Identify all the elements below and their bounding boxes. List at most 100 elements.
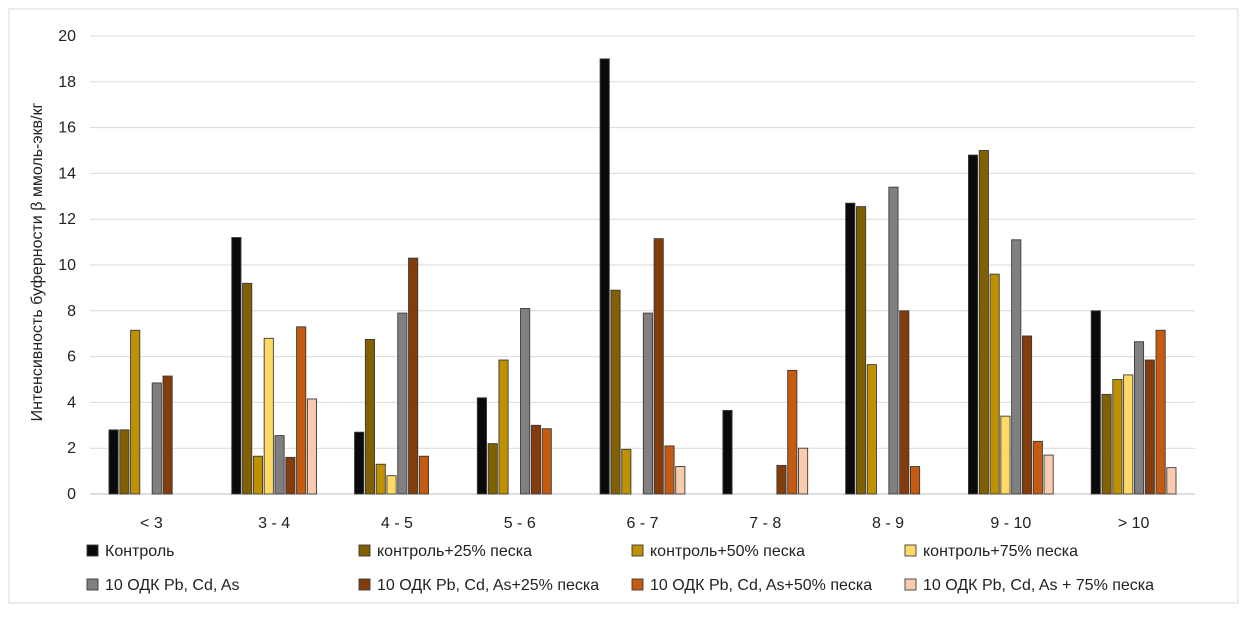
bar	[899, 310, 910, 495]
bar	[487, 443, 498, 495]
bar	[296, 326, 307, 495]
bar	[130, 329, 141, 495]
chart-border	[8, 8, 1239, 604]
bar	[1112, 379, 1123, 495]
legend-label: 10 ОДК Pb, Cd, As+25% песка	[377, 577, 599, 594]
bar	[1011, 239, 1022, 495]
bar	[498, 359, 509, 495]
y-tick-label: 8	[67, 303, 76, 320]
bar	[776, 464, 787, 495]
bar	[866, 364, 877, 495]
bar	[910, 466, 921, 495]
bar	[418, 455, 429, 495]
legend-swatch	[358, 578, 371, 591]
gridlines	[90, 35, 1195, 495]
bar	[856, 206, 867, 495]
bar	[263, 337, 274, 495]
bar	[642, 312, 653, 495]
y-tick-label: 18	[58, 74, 76, 91]
bar	[610, 289, 621, 495]
bar	[664, 445, 675, 495]
bar	[978, 150, 989, 495]
bar	[675, 466, 686, 495]
y-tick-label: 2	[67, 440, 76, 457]
y-tick-labels: 0 2 4 6 8 10 12 14 16 18 20	[58, 28, 76, 503]
legend-swatch	[86, 578, 99, 591]
bar	[108, 429, 119, 495]
legend-label: контроль+50% песка	[650, 543, 805, 560]
bar	[162, 375, 173, 495]
x-tick-label: 5 - 6	[504, 515, 536, 532]
bar	[364, 338, 375, 495]
bar	[989, 273, 1000, 495]
y-tick-label: 10	[58, 257, 76, 274]
bar	[1101, 393, 1112, 495]
bar	[151, 382, 162, 495]
bar	[476, 397, 487, 495]
y-axis-label: Интенсивность буферности β ммоль-экв/кг	[29, 103, 46, 422]
x-tick-labels: < 3 3 - 4 4 - 5 5 - 6 6 - 7 7 - 8 8 - 9 9 - 10 >…	[140, 515, 1149, 532]
bar	[274, 435, 285, 495]
y-tick-label: 12	[58, 211, 76, 228]
bar	[1133, 341, 1145, 495]
legend-swatch	[358, 544, 371, 557]
x-tick-label: 4 - 5	[381, 515, 413, 532]
bar	[967, 154, 979, 495]
y-tick-label: 16	[58, 120, 76, 137]
y-tick-label: 4	[67, 394, 76, 411]
x-tick-label: < 3	[140, 515, 163, 532]
bar	[242, 282, 253, 495]
bar	[722, 409, 733, 495]
y-tick-label: 14	[58, 165, 76, 182]
bar	[888, 186, 899, 495]
bar	[1123, 374, 1134, 495]
bar	[252, 455, 264, 495]
y-tick-label: 6	[67, 349, 76, 366]
bar	[530, 424, 541, 495]
legend-swatch	[904, 544, 917, 557]
bar	[231, 237, 242, 495]
y-tick-label: 0	[67, 486, 76, 503]
bar	[397, 312, 408, 495]
legend: Контроль контроль+25% песка контроль+50% п…	[86, 543, 1154, 594]
legend-label: Контроль	[105, 543, 175, 560]
bar	[541, 428, 552, 495]
bar	[520, 308, 531, 495]
bars	[108, 58, 1177, 495]
bar	[408, 257, 419, 495]
bar	[1032, 440, 1043, 495]
bar	[1166, 467, 1177, 495]
x-tick-label: 8 - 9	[872, 515, 904, 532]
bar	[1021, 335, 1033, 495]
bar	[306, 398, 318, 495]
bar	[1000, 415, 1011, 495]
bar	[375, 463, 386, 495]
x-tick-label: 3 - 4	[258, 515, 290, 532]
x-tick-label: 6 - 7	[626, 515, 658, 532]
bar	[798, 447, 809, 495]
bar	[621, 448, 632, 495]
legend-label: 10 ОДК Pb, Cd, As+50% песка	[650, 577, 872, 594]
legend-label: 10 ОДК Pb, Cd, As	[105, 577, 240, 594]
bar	[1090, 310, 1101, 495]
bar	[845, 202, 856, 495]
legend-label: 10 ОДК Pb, Cd, As + 75% песка	[923, 577, 1154, 594]
bar	[119, 429, 130, 495]
legend-swatch	[86, 544, 99, 557]
legend-swatch	[904, 578, 917, 591]
bar	[1144, 359, 1155, 495]
bar	[285, 456, 296, 495]
x-tick-label: > 10	[1118, 515, 1150, 532]
legend-swatch	[631, 578, 644, 591]
bar	[1043, 454, 1054, 495]
bar	[1155, 329, 1166, 495]
bar	[653, 238, 664, 495]
bar	[386, 475, 397, 495]
bar	[354, 431, 365, 495]
bar	[787, 369, 798, 495]
x-tick-label: 7 - 8	[749, 515, 781, 532]
y-tick-label: 20	[58, 28, 76, 45]
x-tick-label: 9 - 10	[990, 515, 1031, 532]
legend-label: контроль+25% песка	[377, 543, 532, 560]
